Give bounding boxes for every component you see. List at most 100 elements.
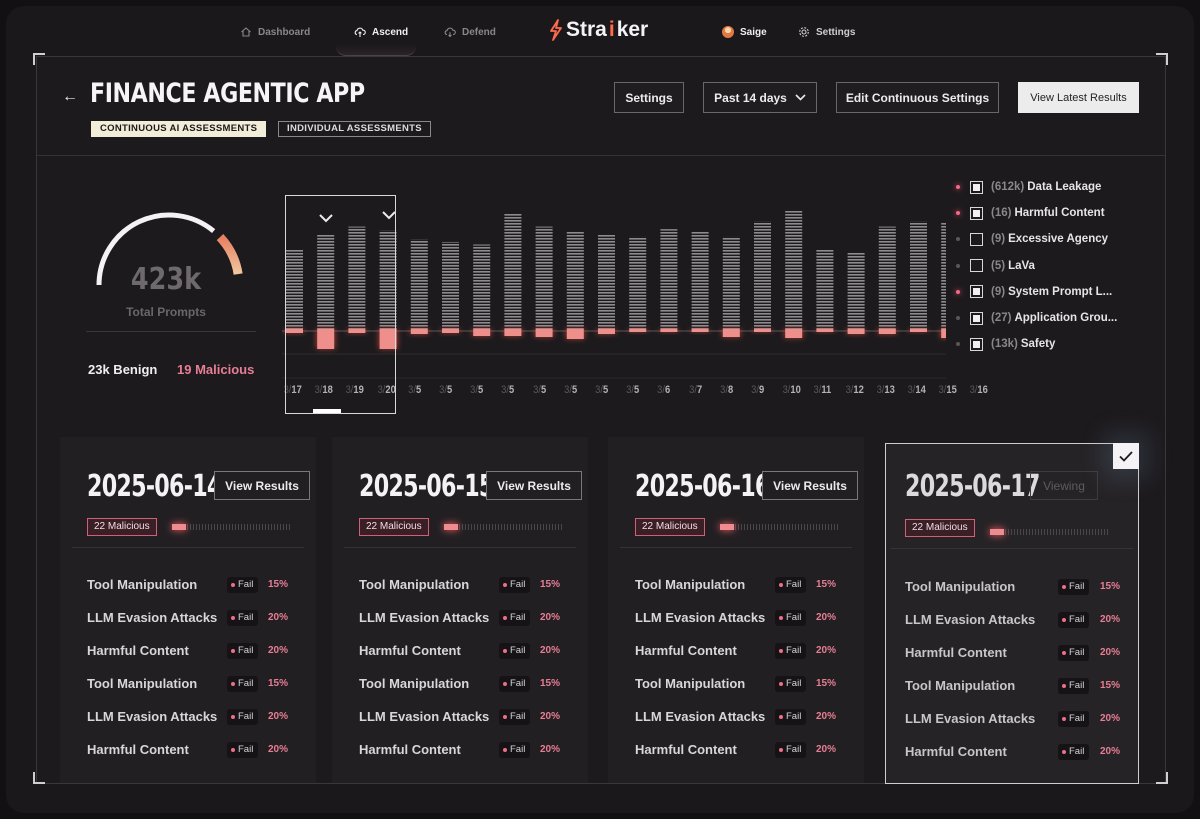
malicious-bar[interactable]: [910, 329, 927, 332]
legend-item[interactable]: (5) LaVa: [954, 253, 1134, 279]
legend-checkbox[interactable]: [970, 206, 983, 220]
assessment-row[interactable]: LLM Evasion Attacks Fail 20%: [905, 702, 1127, 735]
straiker-logo[interactable]: Stra i ker: [548, 18, 648, 42]
benign-bar[interactable]: [473, 244, 491, 329]
malicious-bar[interactable]: [317, 329, 335, 349]
legend-item[interactable]: (16) Harmful Content: [954, 200, 1134, 226]
assessment-row[interactable]: Tool Manipulation Fail 15%: [87, 568, 309, 601]
benign-bar[interactable]: [504, 213, 522, 329]
malicious-bar[interactable]: [878, 329, 896, 334]
legend-item[interactable]: (9) System Prompt L...: [954, 279, 1134, 305]
benign-bar[interactable]: [629, 236, 647, 329]
benign-bar[interactable]: [722, 236, 740, 329]
malicious-bar[interactable]: [535, 329, 553, 337]
malicious-bar[interactable]: [816, 329, 834, 332]
view-results-button[interactable]: View Results: [486, 471, 582, 500]
assessment-row[interactable]: LLM Evasion Attacks Fail 20%: [359, 601, 581, 634]
assessment-row[interactable]: Harmful Content Fail 20%: [905, 636, 1127, 669]
benign-bar[interactable]: [941, 222, 946, 329]
malicious-bar[interactable]: [691, 329, 709, 332]
benign-bar[interactable]: [410, 239, 428, 329]
malicious-bar[interactable]: [473, 329, 491, 336]
result-card-selected[interactable]: 2025-06-17 Viewing 22 Malicious Tool Man…: [885, 443, 1139, 784]
benign-bar[interactable]: [442, 241, 459, 329]
assessment-row[interactable]: Harmful Content Fail 20%: [905, 735, 1127, 768]
benign-bar[interactable]: [598, 234, 615, 329]
user-menu[interactable]: Saige: [722, 26, 767, 38]
benign-bar[interactable]: [286, 249, 303, 329]
assessment-row[interactable]: Harmful Content Fail 20%: [87, 634, 309, 667]
benign-bar[interactable]: [847, 252, 865, 329]
assessment-row[interactable]: Tool Manipulation Fail 15%: [635, 568, 857, 601]
malicious-bar[interactable]: [629, 329, 647, 332]
benign-bar[interactable]: [816, 249, 834, 329]
assessment-row[interactable]: Tool Manipulation Fail 15%: [359, 568, 581, 601]
assessment-row[interactable]: LLM Evasion Attacks Fail 20%: [87, 700, 309, 733]
selected-range-handle[interactable]: [313, 409, 341, 413]
nav-settings[interactable]: Settings: [798, 26, 855, 38]
malicious-bar[interactable]: [785, 329, 803, 338]
benign-bar[interactable]: [660, 229, 678, 329]
nav-ascend[interactable]: Ascend: [354, 26, 408, 38]
benign-bar[interactable]: [535, 226, 553, 329]
benign-bar[interactable]: [785, 209, 803, 329]
malicious-bar[interactable]: [410, 329, 428, 334]
legend-checkbox[interactable]: [970, 337, 983, 351]
legend-item[interactable]: (13k) Safety: [954, 331, 1134, 357]
assessment-row[interactable]: Harmful Content Fail 20%: [635, 634, 857, 667]
malicious-bar[interactable]: [722, 329, 740, 337]
selected-check-icon[interactable]: [1113, 443, 1139, 469]
legend-checkbox[interactable]: [970, 285, 983, 299]
view-latest-results-button[interactable]: View Latest Results: [1018, 82, 1139, 113]
malicious-bar[interactable]: [504, 329, 522, 336]
legend-checkbox[interactable]: [970, 311, 983, 325]
legend-item[interactable]: (9) Excessive Agency: [954, 226, 1134, 252]
prompts-bar-chart[interactable]: [282, 190, 946, 415]
assessment-row[interactable]: Tool Manipulation Fail 15%: [635, 667, 857, 700]
malicious-bar[interactable]: [847, 329, 865, 334]
flag-chevron-icon[interactable]: [318, 210, 334, 228]
malicious-bar[interactable]: [660, 329, 678, 332]
date-range-select[interactable]: Past 14 days: [703, 82, 817, 113]
assessment-row[interactable]: LLM Evasion Attacks Fail 20%: [905, 603, 1127, 636]
assessment-row[interactable]: LLM Evasion Attacks Fail 20%: [87, 601, 309, 634]
malicious-bar[interactable]: [598, 329, 615, 334]
assessment-row[interactable]: Tool Manipulation Fail 15%: [905, 669, 1127, 702]
nav-defend[interactable]: Defend: [444, 26, 496, 38]
malicious-bar[interactable]: [754, 329, 771, 332]
tab-continuous-assessments[interactable]: CONTINUOUS AI ASSESSMENTS: [91, 121, 267, 137]
back-arrow-icon[interactable]: ←: [62, 88, 78, 105]
malicious-bar[interactable]: [379, 329, 397, 349]
benign-bar[interactable]: [691, 231, 709, 329]
malicious-bar[interactable]: [348, 329, 366, 333]
legend-checkbox[interactable]: [970, 232, 983, 246]
assessment-row[interactable]: Tool Manipulation Fail 15%: [87, 667, 309, 700]
assessment-row[interactable]: LLM Evasion Attacks Fail 20%: [359, 700, 581, 733]
benign-bar[interactable]: [754, 221, 771, 329]
benign-bar[interactable]: [878, 226, 896, 329]
view-results-button[interactable]: View Results: [762, 471, 858, 500]
benign-bar[interactable]: [379, 230, 397, 329]
assessment-row[interactable]: Harmful Content Fail 20%: [635, 733, 857, 766]
legend-item[interactable]: (27) Application Grou...: [954, 305, 1134, 331]
benign-bar[interactable]: [348, 226, 366, 329]
edit-continuous-settings-button[interactable]: Edit Continuous Settings: [836, 82, 999, 113]
settings-button[interactable]: Settings: [614, 82, 684, 113]
assessment-row[interactable]: LLM Evasion Attacks Fail 20%: [635, 601, 857, 634]
legend-checkbox[interactable]: [970, 259, 983, 273]
flag-chevron-icon[interactable]: [381, 207, 397, 225]
assessment-row[interactable]: Tool Manipulation Fail 15%: [359, 667, 581, 700]
malicious-bar[interactable]: [566, 329, 584, 339]
legend-item[interactable]: (612k) Data Leakage: [954, 174, 1134, 200]
assessment-row[interactable]: Harmful Content Fail 20%: [359, 733, 581, 766]
benign-bar[interactable]: [910, 221, 927, 329]
assessment-row[interactable]: LLM Evasion Attacks Fail 20%: [635, 700, 857, 733]
nav-dashboard[interactable]: Dashboard: [240, 26, 310, 38]
malicious-bar[interactable]: [442, 329, 459, 333]
assessment-row[interactable]: Tool Manipulation Fail 15%: [905, 570, 1127, 603]
view-results-button[interactable]: View Results: [214, 471, 310, 500]
assessment-row[interactable]: Harmful Content Fail 20%: [359, 634, 581, 667]
benign-bar[interactable]: [317, 234, 335, 329]
assessment-row[interactable]: Harmful Content Fail 20%: [87, 733, 309, 766]
benign-bar[interactable]: [566, 231, 584, 329]
